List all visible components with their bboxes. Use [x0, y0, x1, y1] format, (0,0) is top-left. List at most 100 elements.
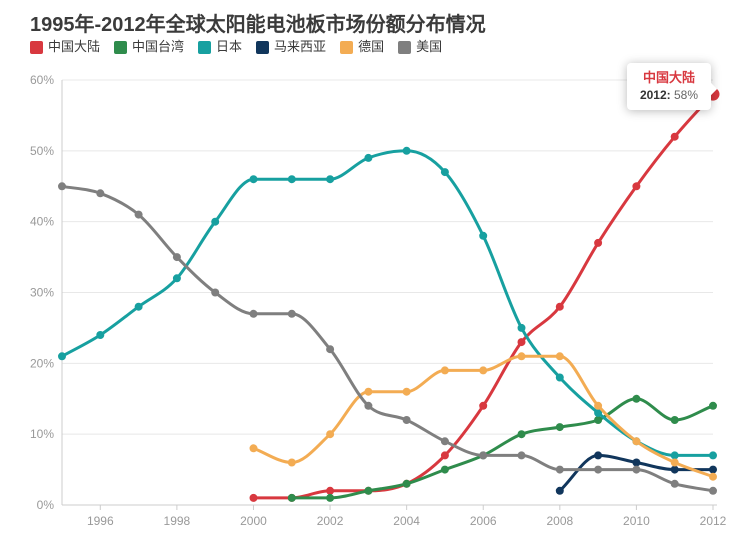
data-point-usa[interactable] — [555, 465, 564, 474]
data-point-usa[interactable] — [134, 210, 143, 219]
legend-label: 日本 — [216, 39, 243, 54]
legend-item-germany[interactable]: 德国 — [340, 40, 384, 54]
series-line-usa[interactable] — [60, 184, 715, 493]
data-point-taiwan[interactable] — [402, 479, 411, 488]
data-point-taiwan[interactable] — [326, 493, 335, 502]
data-point-japan[interactable] — [172, 274, 181, 283]
data-point-germany[interactable] — [402, 387, 411, 396]
data-point-usa[interactable] — [440, 437, 449, 446]
data-point-taiwan[interactable] — [440, 465, 449, 474]
series-usa[interactable] — [58, 182, 717, 495]
data-point-usa[interactable] — [632, 465, 641, 474]
data-point-malaysia[interactable] — [555, 486, 564, 495]
data-point-malaysia[interactable] — [709, 465, 717, 474]
data-point-usa[interactable] — [58, 182, 66, 191]
data-point-usa[interactable] — [172, 253, 181, 262]
data-point-germany[interactable] — [555, 352, 564, 361]
data-point-usa[interactable] — [96, 189, 105, 198]
data-point-malaysia[interactable] — [594, 451, 603, 460]
data-point-germany[interactable] — [287, 458, 296, 467]
data-point-china-mainland[interactable] — [632, 182, 641, 191]
data-point-japan[interactable] — [58, 352, 66, 361]
data-point-china-mainland[interactable] — [479, 401, 488, 410]
data-point-malaysia[interactable] — [632, 458, 641, 467]
data-point-china-mainland[interactable] — [440, 451, 449, 460]
data-point-japan[interactable] — [479, 231, 488, 240]
tooltip-value: 58% — [674, 88, 699, 102]
legend-swatch-icon — [30, 40, 43, 54]
data-point-china-mainland[interactable] — [249, 493, 258, 502]
data-point-malaysia[interactable] — [670, 465, 679, 474]
data-point-usa[interactable] — [364, 401, 373, 410]
legend-item-japan[interactable]: 日本 — [198, 40, 242, 54]
data-point-taiwan[interactable] — [632, 394, 641, 403]
data-point-china-mainland[interactable] — [670, 132, 679, 141]
data-point-germany[interactable] — [632, 437, 641, 446]
data-point-taiwan[interactable] — [594, 416, 603, 424]
data-point-germany[interactable] — [364, 387, 373, 396]
data-point-japan[interactable] — [670, 451, 679, 460]
data-point-japan[interactable] — [211, 217, 220, 226]
data-point-germany[interactable] — [670, 458, 679, 467]
data-point-germany[interactable] — [517, 352, 526, 361]
data-point-china-mainland[interactable] — [555, 302, 564, 311]
x-tick-label: 2000 — [240, 514, 267, 528]
series-malaysia[interactable] — [555, 451, 717, 495]
data-point-usa[interactable] — [287, 309, 296, 318]
y-tick-label: 10% — [30, 427, 54, 441]
data-point-japan[interactable] — [134, 302, 143, 311]
data-point-china-mainland[interactable] — [517, 338, 526, 347]
data-point-germany[interactable] — [594, 401, 603, 410]
data-point-usa[interactable] — [670, 479, 679, 488]
legend-label: 德国 — [358, 39, 385, 54]
series-germany[interactable] — [249, 352, 718, 481]
data-point-taiwan[interactable] — [670, 416, 679, 424]
data-point-japan[interactable] — [249, 175, 258, 184]
data-point-usa[interactable] — [479, 451, 488, 460]
data-point-usa[interactable] — [594, 465, 603, 474]
x-tick-label: 2002 — [317, 514, 344, 528]
data-point-germany[interactable] — [326, 430, 335, 439]
data-point-japan[interactable] — [594, 408, 603, 417]
data-point-germany[interactable] — [709, 472, 717, 481]
data-point-taiwan[interactable] — [364, 486, 373, 495]
x-tick-label: 2012 — [700, 514, 727, 528]
legend-swatch-icon — [114, 40, 128, 54]
data-point-japan[interactable] — [326, 175, 335, 184]
data-point-japan[interactable] — [287, 175, 296, 184]
series-china-mainland[interactable] — [249, 90, 718, 502]
data-point-japan[interactable] — [517, 323, 526, 332]
data-point-japan[interactable] — [555, 373, 564, 382]
data-point-japan[interactable] — [440, 168, 449, 177]
data-point-taiwan[interactable] — [709, 401, 717, 410]
data-point-japan[interactable] — [402, 146, 411, 155]
data-point-china-mainland[interactable] — [326, 486, 335, 495]
legend-item-usa[interactable]: 美国 — [398, 40, 442, 54]
data-point-usa[interactable] — [402, 416, 411, 424]
series-taiwan[interactable] — [287, 394, 717, 502]
series-japan[interactable] — [58, 146, 717, 460]
x-tick-label: 2008 — [546, 514, 573, 528]
legend-item-taiwan[interactable]: 中国台湾 — [114, 40, 184, 54]
data-point-germany[interactable] — [440, 366, 449, 375]
data-point-taiwan[interactable] — [517, 430, 526, 439]
data-point-taiwan[interactable] — [287, 493, 296, 502]
data-point-usa[interactable] — [326, 345, 335, 354]
data-point-usa[interactable] — [709, 486, 717, 495]
data-point-china-mainland[interactable] — [594, 238, 603, 247]
data-point-germany[interactable] — [479, 366, 488, 375]
data-point-japan[interactable] — [709, 451, 717, 460]
data-point-usa[interactable] — [517, 451, 526, 460]
data-point-japan[interactable] — [364, 153, 373, 162]
y-tick-label: 50% — [30, 144, 54, 158]
data-point-taiwan[interactable] — [555, 423, 564, 432]
data-point-usa[interactable] — [249, 309, 258, 318]
data-point-japan[interactable] — [96, 331, 105, 339]
series-line-china-mainland[interactable] — [252, 92, 715, 500]
data-point-usa[interactable] — [211, 288, 220, 297]
legend: 中国大陆 中国台湾 日本 马来西亚 德国 美国 — [30, 40, 456, 54]
data-point-germany[interactable] — [249, 444, 258, 453]
legend-item-china-mainland[interactable]: 中国大陆 — [30, 40, 100, 54]
legend-item-malaysia[interactable]: 马来西亚 — [256, 40, 326, 54]
